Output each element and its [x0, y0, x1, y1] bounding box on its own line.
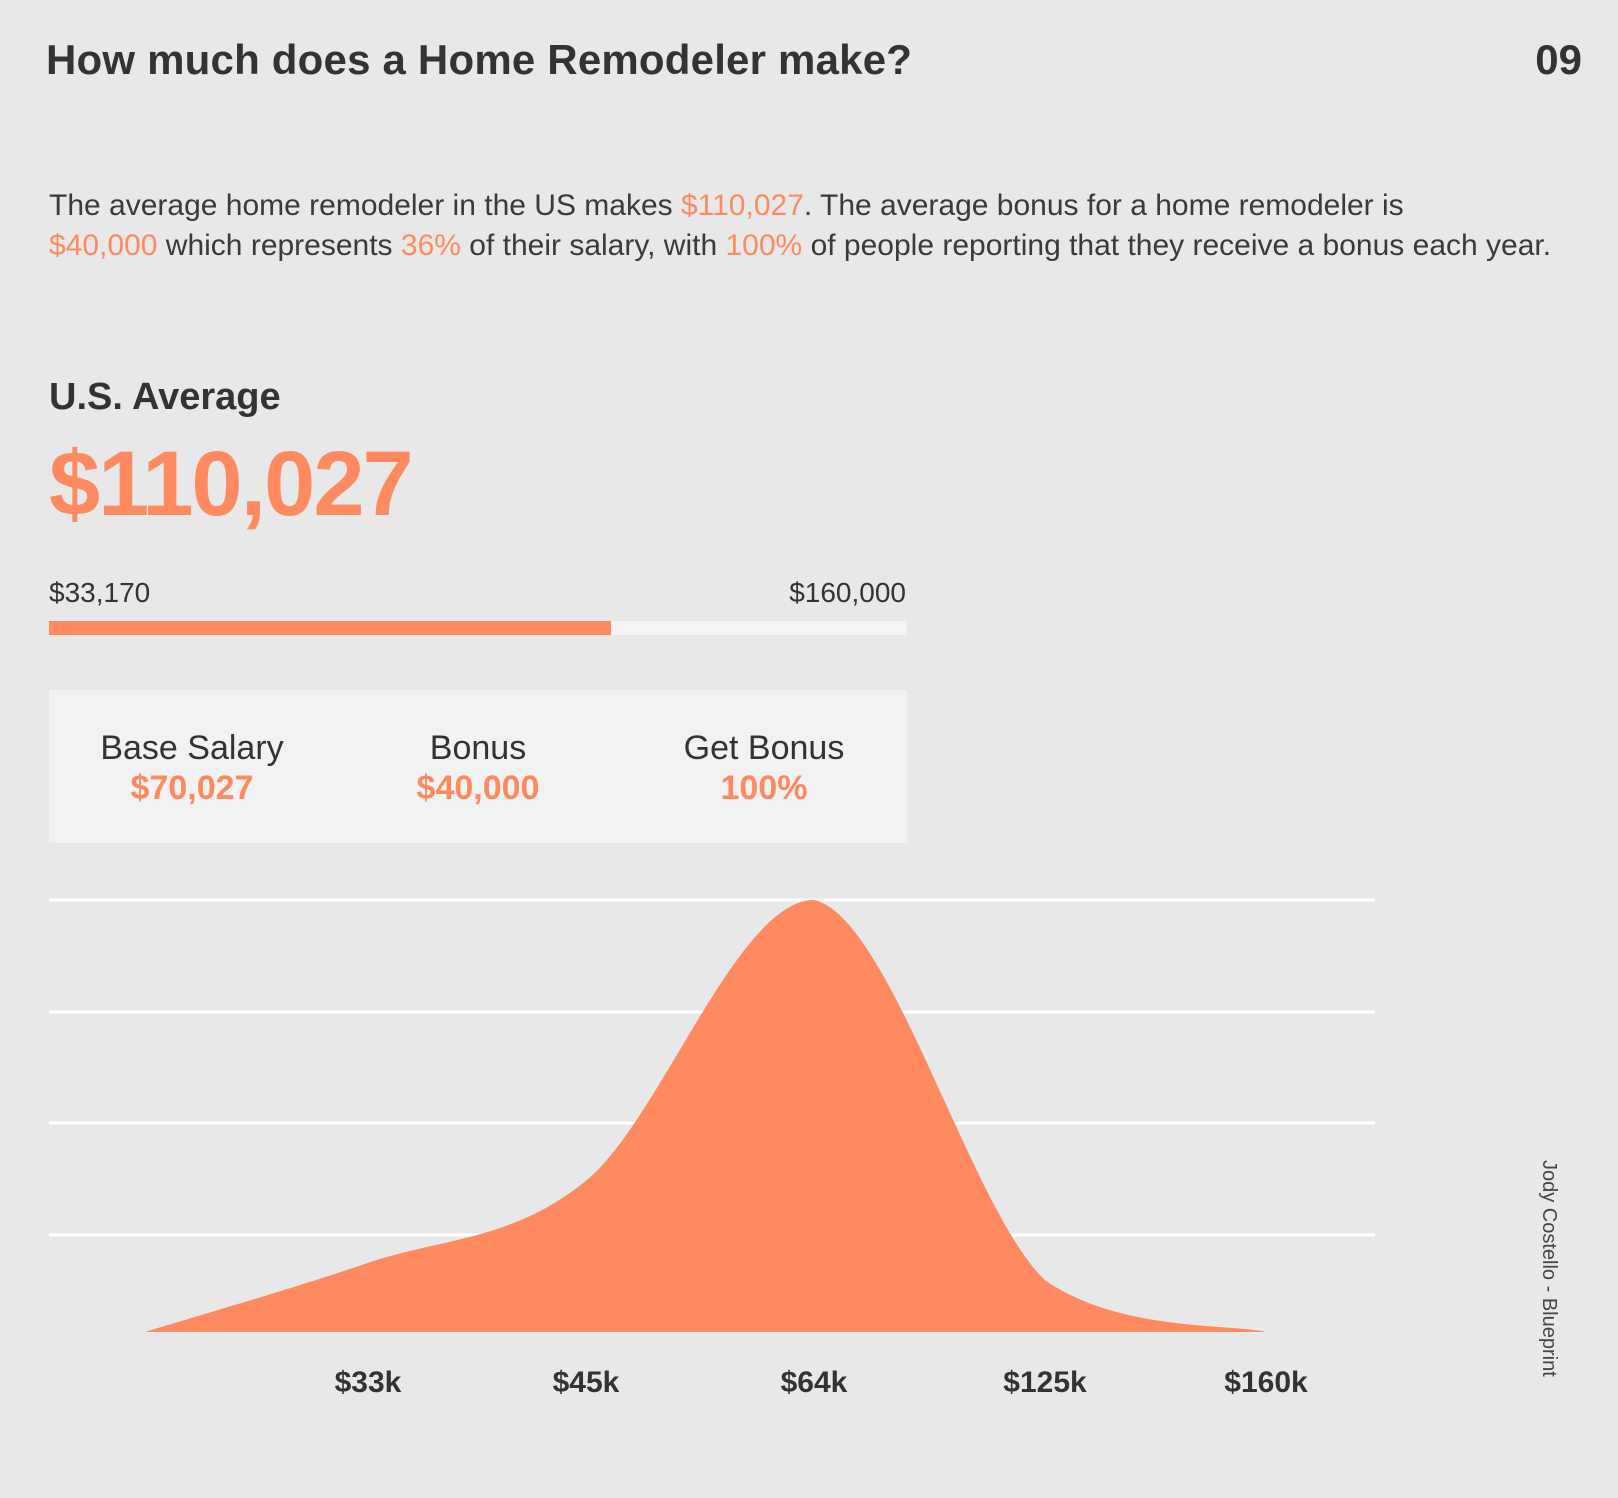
intro-text: of people reporting that they receive a … — [802, 229, 1552, 262]
page-title: How much does a Home Remodeler make? — [46, 36, 913, 83]
x-tick-label: $160k — [1224, 1366, 1308, 1399]
intro-text: of their salary, with — [460, 229, 726, 262]
stat-get-bonus: Get Bonus 100% — [621, 728, 907, 808]
stat-value: $70,027 — [130, 769, 254, 807]
stats-panel: Base Salary $70,027 Bonus $40,000 Get Bo… — [49, 690, 907, 843]
intro-paragraph: The average home remodeler in the US mak… — [49, 186, 1569, 266]
intro-text: The average home remodeler in the US mak… — [49, 189, 681, 222]
x-tick-label: $125k — [1003, 1366, 1087, 1399]
stat-value: $40,000 — [416, 769, 540, 807]
stat-base-salary: Base Salary $70,027 — [49, 728, 335, 808]
x-tick-label: $64k — [781, 1366, 848, 1399]
range-min-label: $33,170 — [49, 577, 151, 608]
intro-highlight-bonus: $40,000 — [49, 229, 158, 262]
stat-value: 100% — [720, 769, 808, 807]
x-tick-label: $33k — [335, 1366, 402, 1399]
salary-range-bar — [49, 621, 907, 635]
intro-highlight-bonus-share: 100% — [725, 229, 803, 262]
page-number: 09 — [1535, 36, 1582, 83]
intro-text: . The average bonus for a home remodeler… — [803, 189, 1404, 222]
intro-highlight-bonus-percent: 36% — [400, 229, 461, 262]
intro-text: which represents — [157, 229, 401, 262]
intro-highlight-average: $110,027 — [680, 189, 804, 222]
stat-label: Base Salary — [100, 729, 284, 767]
distribution-area — [145, 900, 1266, 1332]
average-label: U.S. Average — [49, 376, 281, 418]
salary-range-fill — [49, 621, 611, 635]
stat-label: Bonus — [429, 729, 527, 767]
range-max-label: $160,000 — [789, 577, 906, 608]
average-value: $110,027 — [49, 433, 414, 535]
x-tick-label: $45k — [553, 1366, 620, 1399]
credit-text: Jody Costello - Blueprint — [1538, 1160, 1560, 1377]
stat-bonus: Bonus $40,000 — [335, 728, 621, 808]
stat-label: Get Bonus — [683, 729, 845, 767]
